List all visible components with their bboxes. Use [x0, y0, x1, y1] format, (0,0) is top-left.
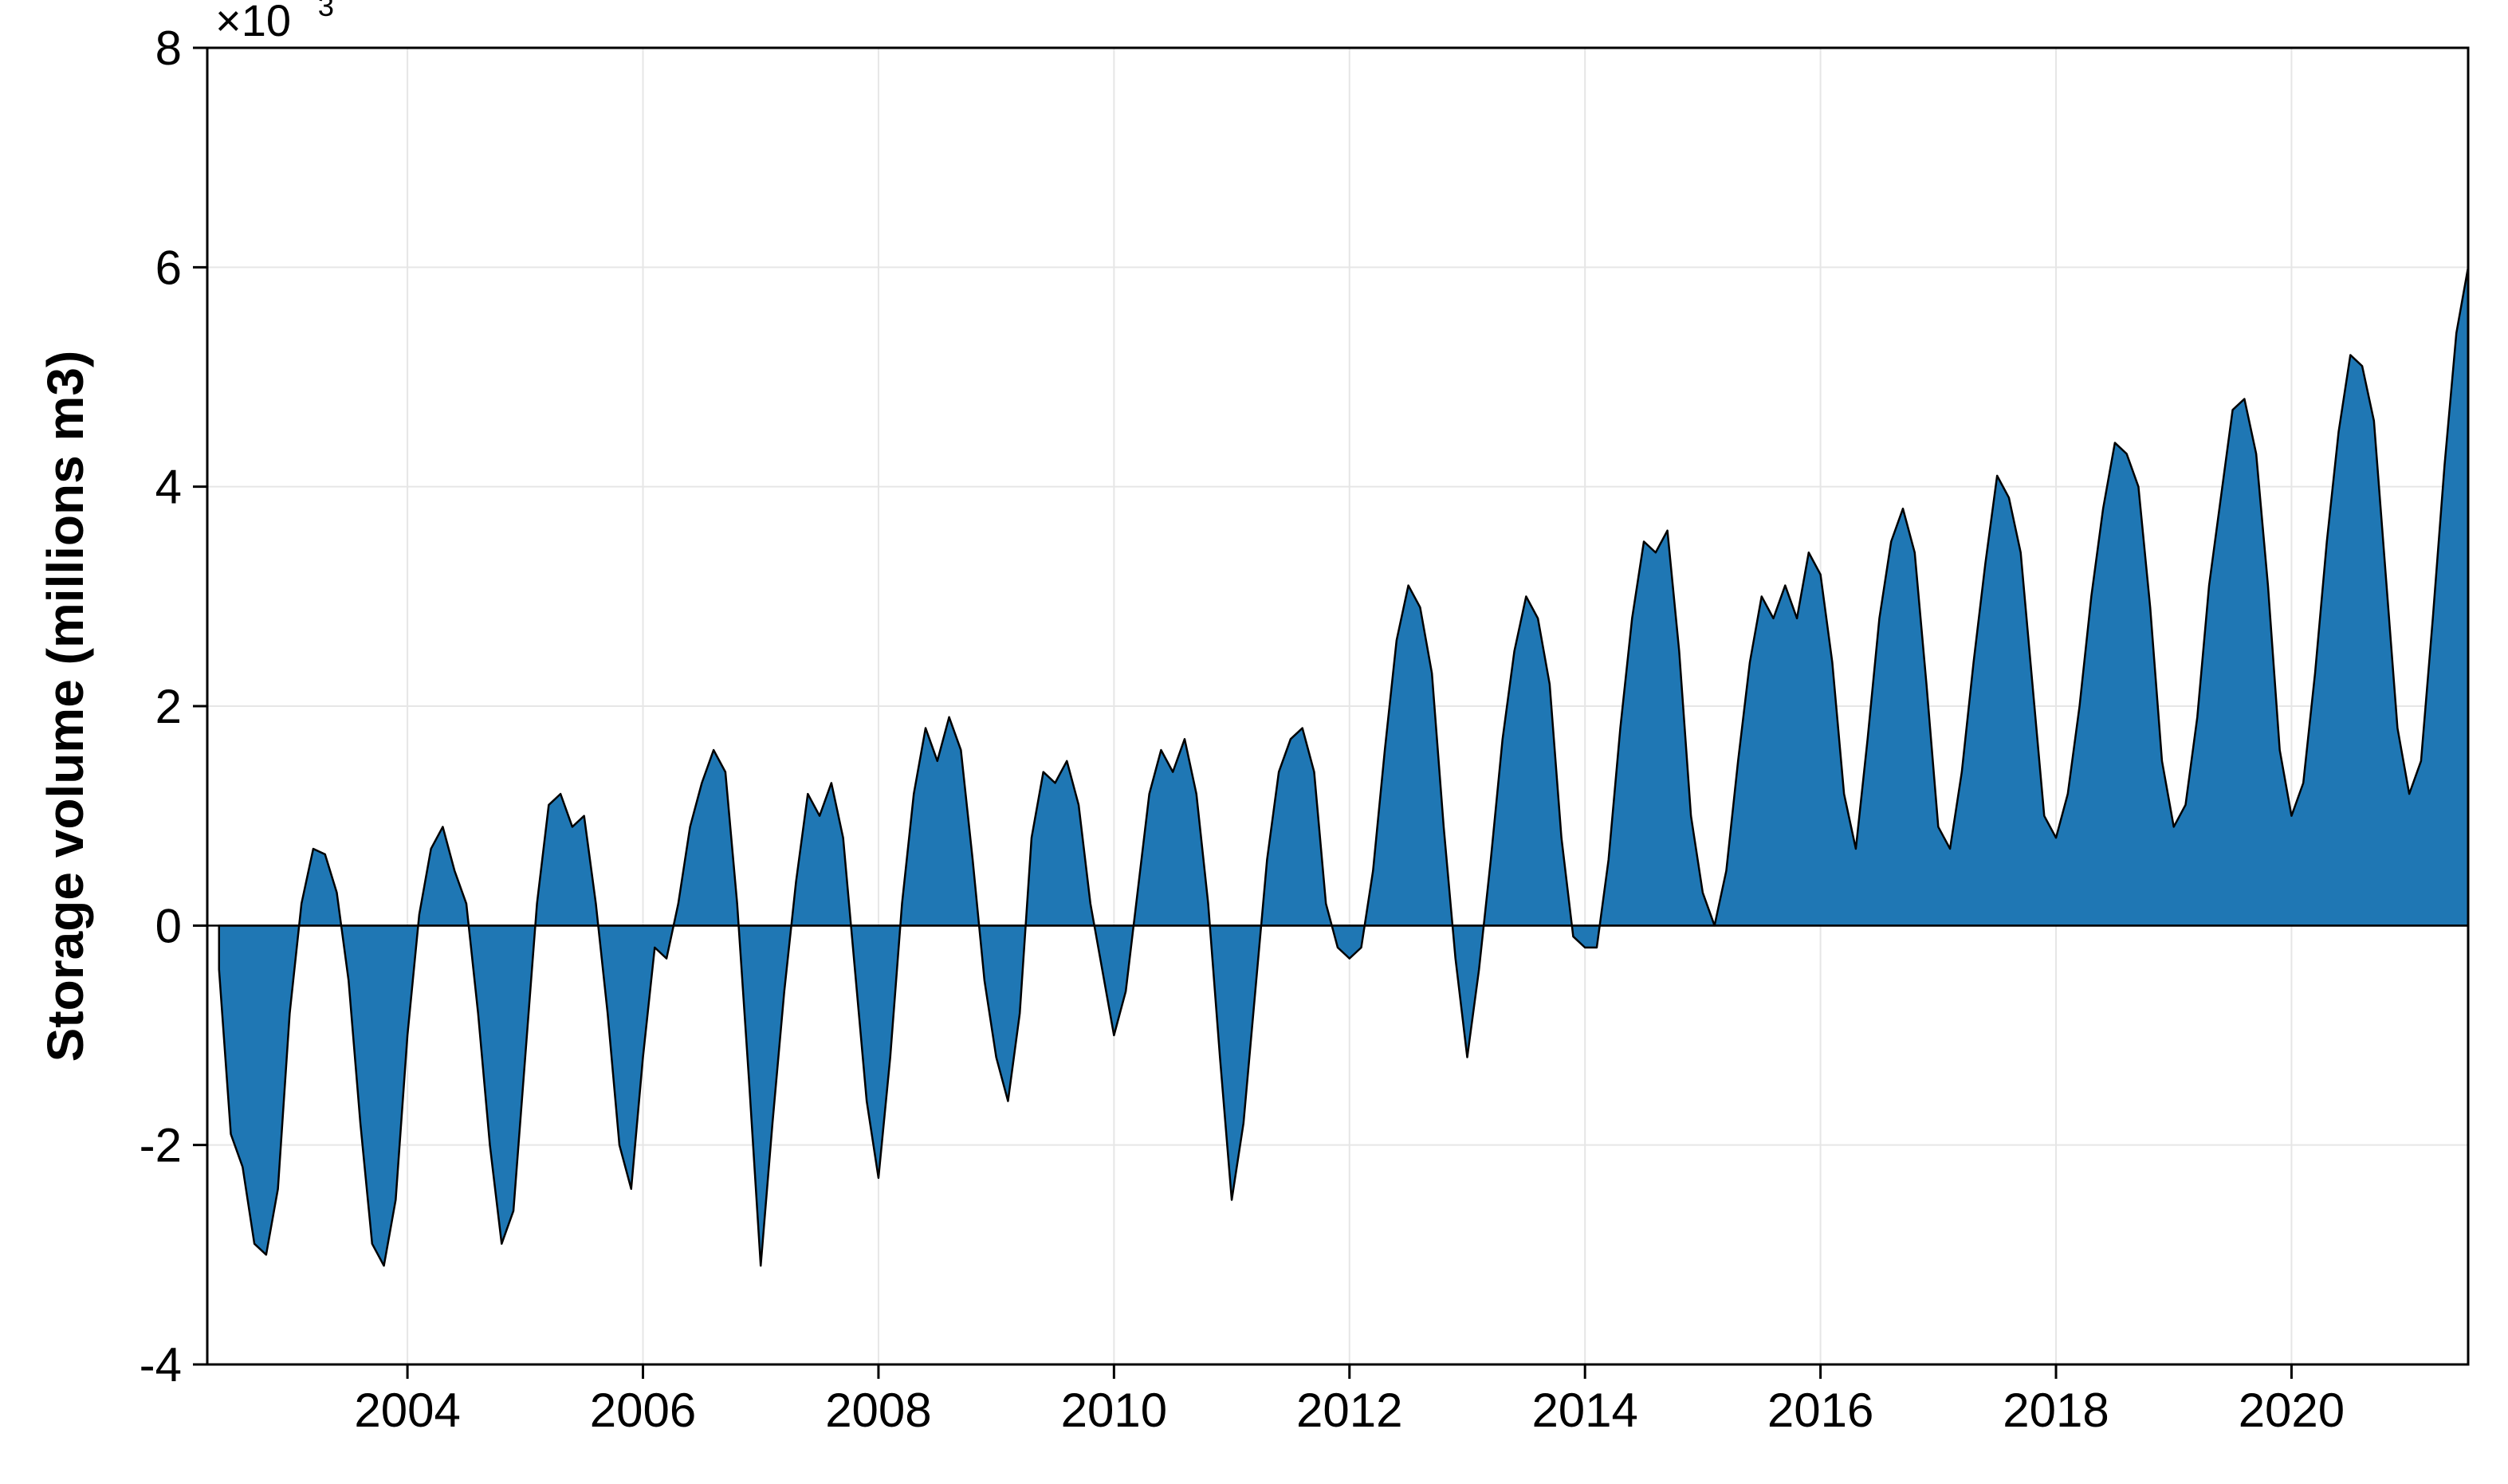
y-tick-label: 8 — [155, 22, 182, 75]
x-tick-label: 2014 — [1531, 1384, 1637, 1437]
x-tick-label: 2008 — [825, 1384, 931, 1437]
chart-svg: 2004 2006 2008 2010 2012 2014 2016 2018 2020 -4 -2… — [0, 0, 2508, 1484]
y-tick-label: -4 — [140, 1338, 182, 1392]
x-tick-label: 2010 — [1061, 1384, 1167, 1437]
y-tick-label: 6 — [155, 241, 182, 294]
x-tick-label: 2012 — [1296, 1384, 1402, 1437]
x-tick-label: 2006 — [590, 1384, 696, 1437]
y-tick-label: 0 — [155, 899, 182, 952]
x-tick-label: 2004 — [354, 1384, 460, 1437]
storage-volume-chart: 2004 2006 2008 2010 2012 2014 2016 2018 2020 -4 -2… — [0, 0, 2508, 1484]
y-tick-label: 4 — [155, 461, 182, 514]
y-tick-label: 2 — [155, 680, 182, 733]
svg-text:3: 3 — [318, 0, 334, 22]
x-tick-label: 2018 — [2003, 1384, 2109, 1437]
x-tick-label: 2020 — [2239, 1384, 2345, 1437]
y-axis-label: Storage volume (millions m3) — [37, 351, 94, 1062]
svg-text:×10: ×10 — [215, 0, 291, 45]
x-tick-label: 2016 — [1767, 1384, 1873, 1437]
y-tick-label: -2 — [140, 1119, 182, 1172]
